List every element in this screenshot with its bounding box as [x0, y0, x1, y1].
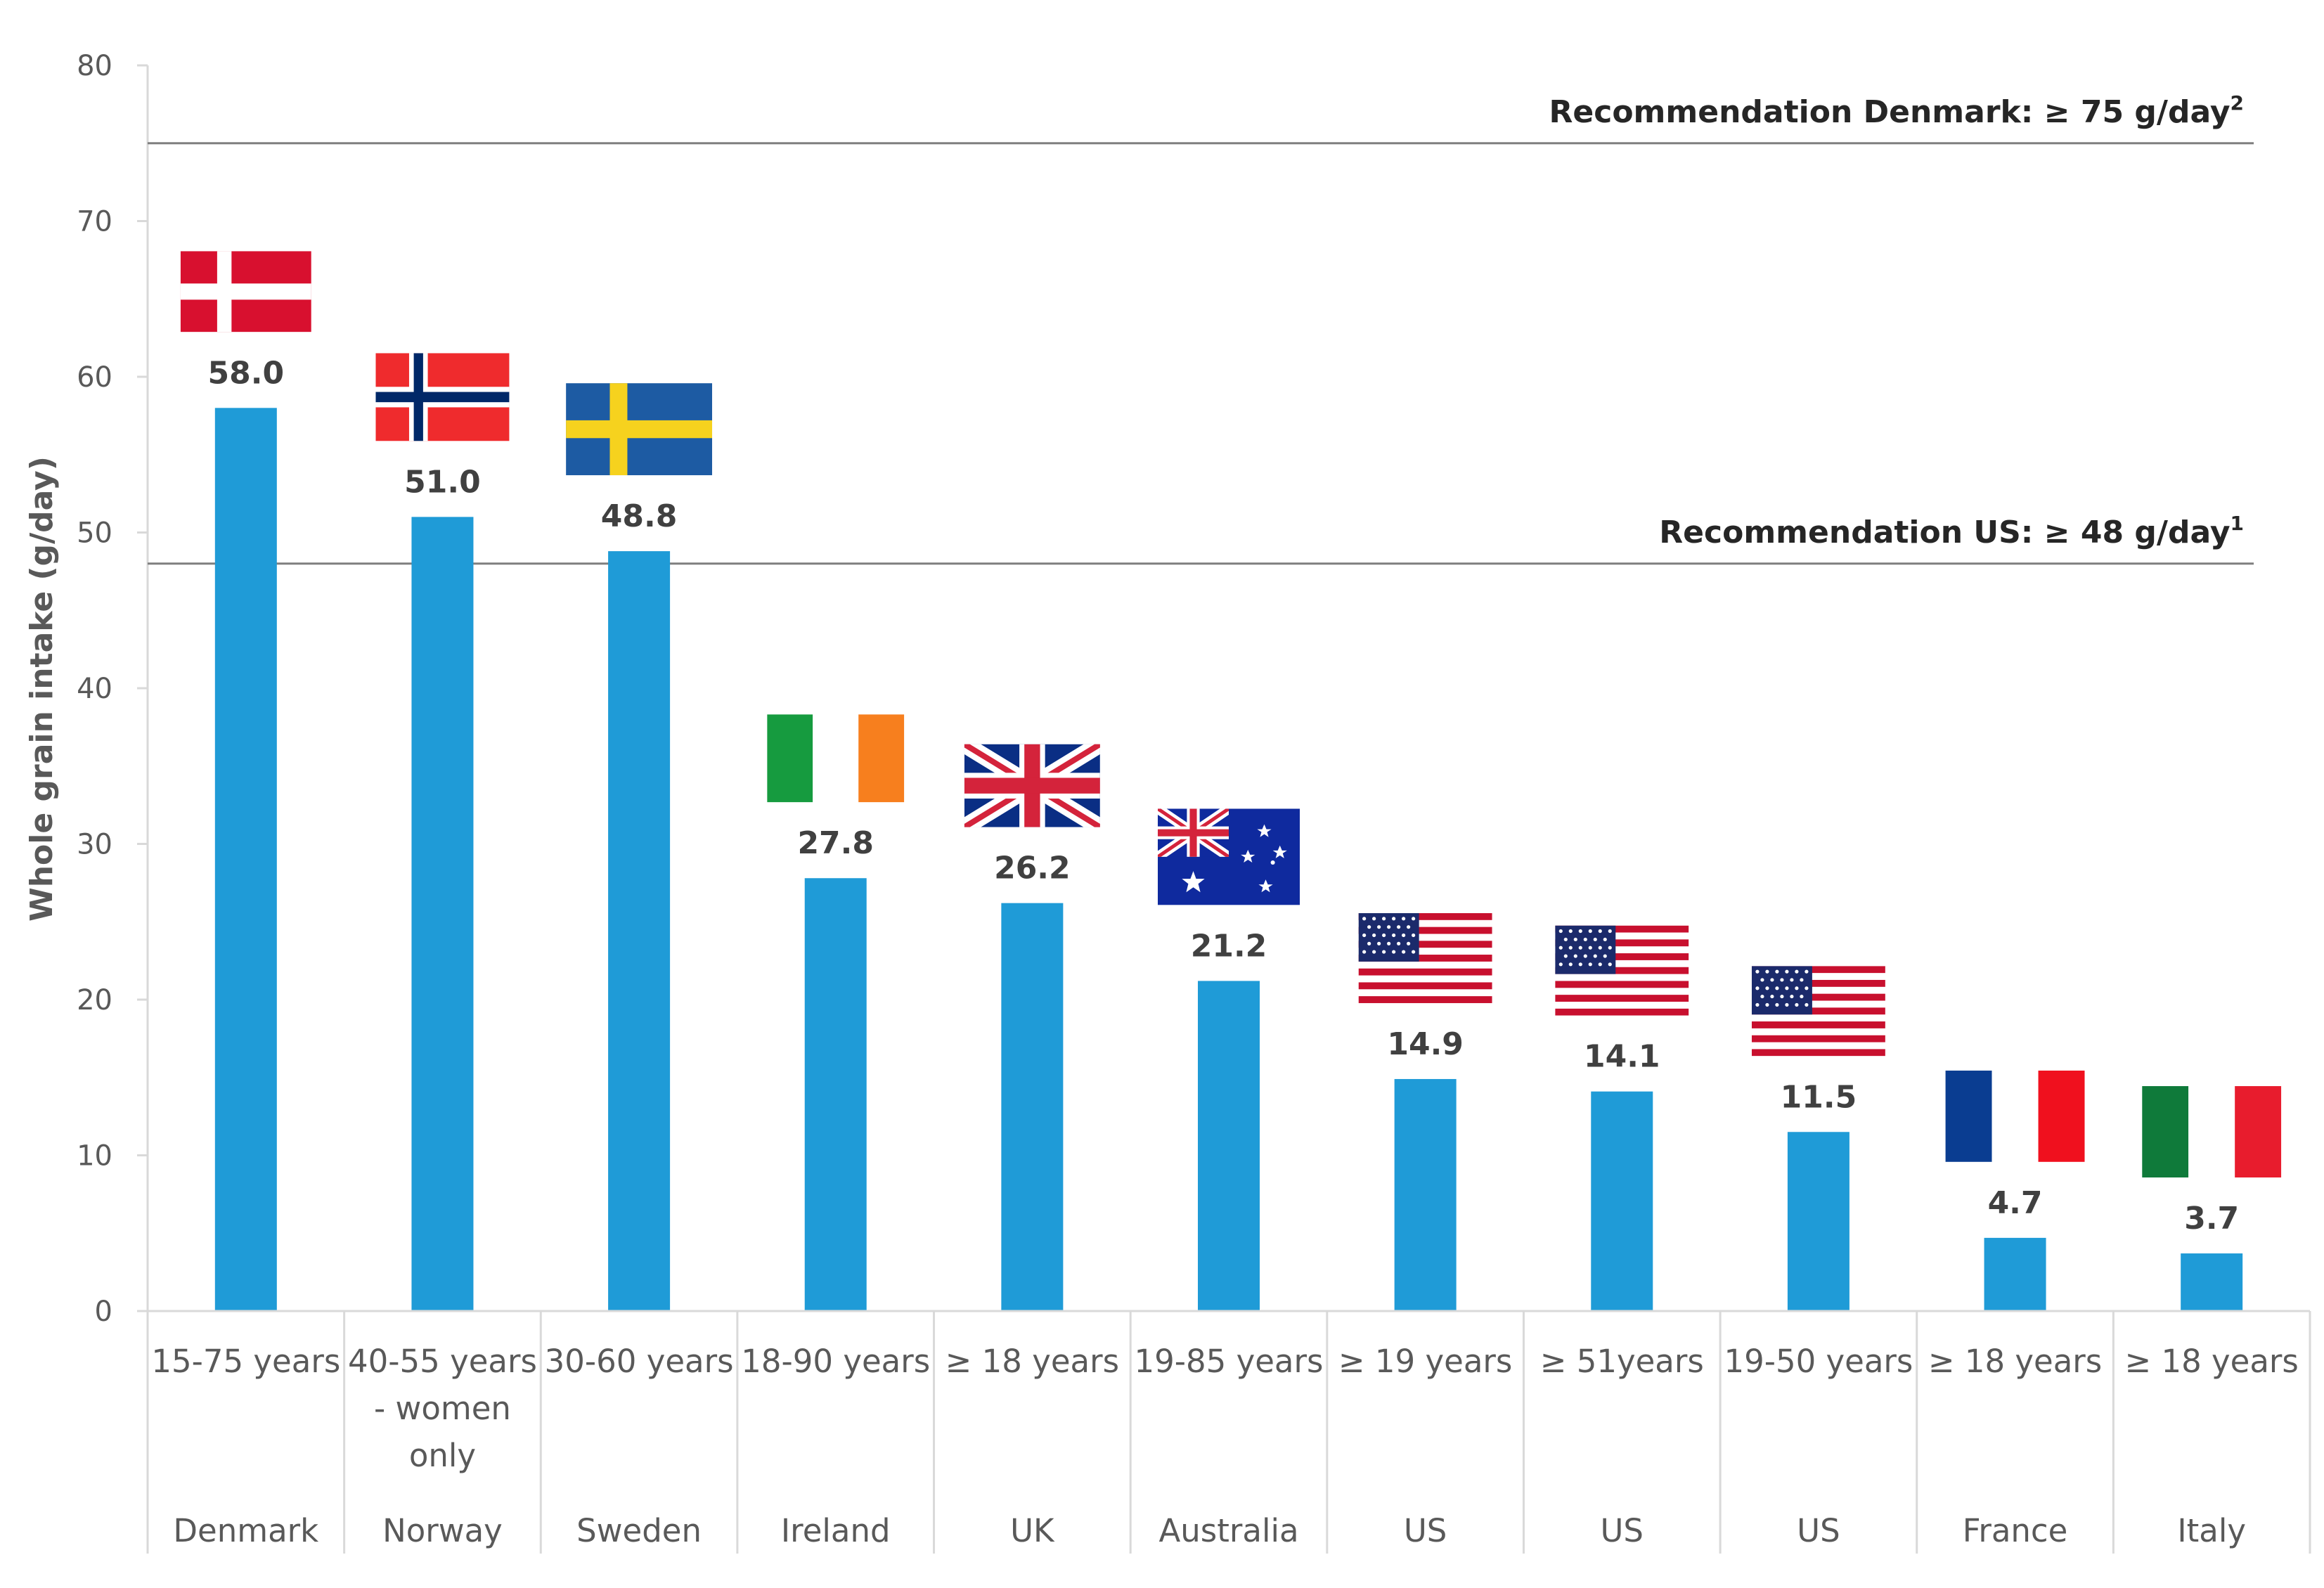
- reference-line-footnote: 1: [2231, 512, 2244, 535]
- category-country-label: US: [1601, 1512, 1644, 1549]
- category-age-label: ≥ 18 years: [1928, 1343, 2102, 1380]
- y-tick-label: 60: [77, 361, 112, 394]
- uk-flag: [964, 744, 1100, 827]
- category-country-label: Italy: [2177, 1512, 2246, 1549]
- y-tick-label: 40: [77, 673, 112, 705]
- reference-lines: Recommendation Denmark: ≥ 75 g/day2Recom…: [148, 91, 2254, 565]
- category-age-label: ≥ 19 years: [1338, 1343, 1512, 1380]
- reference-line-footnote: 2: [2231, 91, 2244, 115]
- y-tick-label: 50: [77, 517, 112, 550]
- value-label: 26.2: [994, 851, 1071, 886]
- us-flag: [1358, 912, 1492, 1003]
- category-country-label: Ireland: [781, 1512, 891, 1549]
- bar: [411, 517, 474, 1311]
- category-age-label: ≥ 18 years: [2124, 1343, 2298, 1380]
- value-label: 4.7: [1988, 1185, 2043, 1221]
- bar: [1394, 1078, 1457, 1311]
- us-flag: [1555, 925, 1689, 1016]
- norway-flag: [375, 353, 510, 441]
- value-label: 14.1: [1584, 1039, 1660, 1075]
- reference-line-label: Recommendation Denmark: ≥ 75 g/day2: [1549, 91, 2244, 130]
- reference-line-label-text: Recommendation US: ≥ 48 g/day: [1659, 515, 2230, 550]
- category-age-label: 19-85 years: [1135, 1343, 1324, 1380]
- reference-line-label-text: Recommendation Denmark: ≥ 75 g/day: [1549, 94, 2231, 130]
- bar: [2181, 1253, 2243, 1311]
- bar: [214, 408, 277, 1311]
- y-tick-label: 80: [77, 50, 112, 82]
- y-tick-label: 10: [77, 1140, 112, 1173]
- france-flag: [1945, 1070, 2085, 1162]
- value-label: 27.8: [797, 825, 874, 861]
- value-label: 14.9: [1387, 1026, 1464, 1062]
- y-tick-label: 70: [77, 206, 112, 238]
- sweden-flag: [566, 383, 713, 476]
- australia-flag: [1158, 808, 1300, 905]
- value-label: 21.2: [1191, 928, 1267, 964]
- category-age-label: 40-55 years: [348, 1343, 537, 1380]
- category-country-label: Denmark: [173, 1512, 318, 1549]
- category-country-label: US: [1797, 1512, 1840, 1549]
- category-age-label: only: [409, 1437, 476, 1474]
- value-label: 58.0: [208, 355, 285, 391]
- bar: [1001, 903, 1064, 1311]
- category-age-label: ≥ 51years: [1540, 1343, 1704, 1380]
- value-label: 3.7: [2184, 1201, 2239, 1237]
- y-tick-label: 20: [77, 984, 112, 1016]
- y-tick-label: 30: [77, 829, 112, 861]
- bar: [1198, 981, 1260, 1311]
- bars: [214, 408, 2243, 1311]
- category-country-label: Sweden: [576, 1512, 702, 1549]
- denmark-flag: [180, 251, 311, 333]
- value-label: 11.5: [1781, 1079, 1857, 1115]
- bar: [608, 551, 671, 1311]
- y-tick-label: 0: [95, 1296, 112, 1328]
- y-axis-ticks: 0 10 20 30 40 50 60 70 80: [77, 50, 148, 1328]
- value-labels: 58.0 51.0 48.8 27.8 26.2 21.2 14.9 14.1 11.5 4.7 3…: [208, 355, 2240, 1237]
- bar: [1984, 1237, 2046, 1311]
- y-axis-title: Whole grain intake (g/day): [24, 456, 60, 922]
- ireland-flag: [767, 714, 905, 803]
- us-flag: [1751, 966, 1885, 1057]
- bar: [1787, 1132, 1849, 1311]
- bar: [804, 878, 867, 1311]
- bar: [1591, 1091, 1653, 1311]
- category-country-label: Norway: [382, 1512, 503, 1549]
- category-age-label: 15-75 years: [151, 1343, 340, 1380]
- category-country-label: France: [1963, 1512, 2068, 1549]
- x-axis-category-table: 15-75 years Denmark 40-55 years - women only…: [146, 1310, 2311, 1554]
- category-age-label: 18-90 years: [741, 1343, 930, 1380]
- category-country-label: Australia: [1158, 1512, 1298, 1549]
- value-label: 48.8: [601, 498, 678, 534]
- category-age-label: - women: [374, 1390, 511, 1427]
- category-country-label: US: [1404, 1512, 1447, 1549]
- reference-line-label: Recommendation US: ≥ 48 g/day1: [1659, 512, 2244, 550]
- value-label: 51.0: [404, 464, 481, 500]
- italy-flag: [2142, 1086, 2282, 1178]
- category-age-label: 19-50 years: [1724, 1343, 1913, 1380]
- category-age-label: 30-60 years: [545, 1343, 734, 1380]
- category-country-label: UK: [1010, 1512, 1055, 1549]
- category-age-label: ≥ 18 years: [945, 1343, 1119, 1380]
